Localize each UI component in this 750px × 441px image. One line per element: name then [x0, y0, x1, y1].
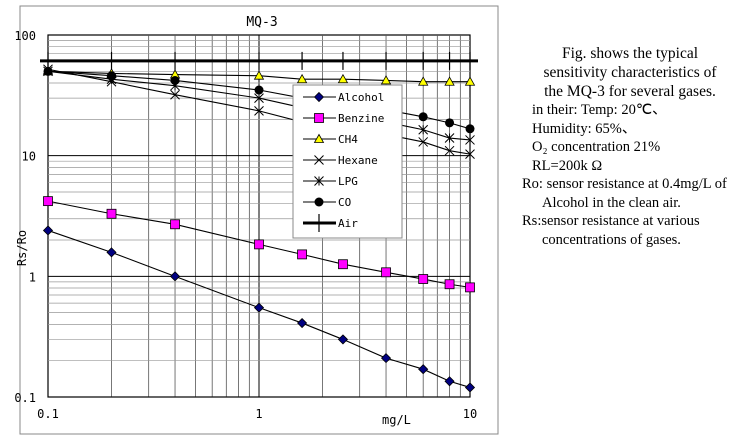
ch4-point	[380, 75, 392, 85]
hexane-point	[465, 149, 475, 159]
co-point	[43, 66, 53, 76]
y-tick-label: 10	[22, 150, 36, 164]
x-axis-label: mg/L	[382, 413, 411, 427]
ch4-point	[253, 70, 265, 80]
ch4-point	[296, 73, 308, 84]
hexane-point	[444, 145, 455, 156]
ro-definition: Ro: sensor resistance at 0.4mg/L of	[522, 176, 727, 192]
legend-ch4-marker	[313, 133, 325, 143]
condition-line: Humidity: 65%、	[532, 120, 637, 137]
legend-air-label: Air	[338, 217, 358, 230]
rs-definition: Rs:sensor resistance at various	[522, 213, 700, 229]
alcohol-point	[169, 271, 181, 282]
x-tick-label: 0.1	[37, 407, 59, 421]
benzine-point	[465, 282, 475, 293]
condition-line: in their: Temp: 20℃、	[532, 102, 667, 118]
co-point	[465, 124, 475, 134]
alcohol-point	[253, 302, 265, 313]
lpg-point	[418, 124, 429, 135]
ch4-point	[464, 76, 476, 86]
legend-alcohol-marker	[313, 91, 325, 103]
benzine-line	[47, 200, 471, 288]
legend-alcohol-label: Alcohol	[338, 91, 384, 104]
caption-line: sensitivity characteristics of	[543, 64, 717, 81]
ch4-line	[47, 70, 470, 83]
y-axis-label: Rs/Ro	[15, 230, 29, 266]
lpg-point	[465, 135, 475, 145]
benzine-point	[418, 274, 429, 284]
co-point	[418, 112, 428, 122]
legend-co-label: CO	[338, 196, 351, 209]
benzine-point	[106, 208, 117, 219]
co-point	[445, 118, 455, 128]
legend-ch4-label: CH4	[338, 133, 358, 146]
alcohol-point	[418, 364, 429, 375]
benzine-point	[170, 219, 180, 230]
benzine-point	[381, 267, 391, 278]
co-point	[107, 71, 117, 81]
benzine-point	[444, 279, 455, 290]
co-point	[254, 85, 264, 95]
chart-title: MQ-3	[246, 15, 277, 30]
legend-hexane-label: Hexane	[338, 154, 378, 167]
co-point	[170, 75, 180, 85]
alcohol-point	[106, 247, 117, 258]
caption-line: Fig. shows the typical	[561, 45, 699, 62]
alcohol-point	[444, 376, 455, 387]
benzine-point	[43, 196, 53, 207]
y-tick-label: 0.1	[14, 391, 36, 405]
legend-lpg-marker	[314, 176, 324, 186]
ch4-point	[418, 76, 429, 86]
lpg-point	[444, 133, 455, 143]
legend: Alcohol Benzine CH4 Hexane LPG CO Air	[292, 84, 403, 239]
legend-co-marker	[314, 197, 324, 207]
y-tick-label: 100	[14, 29, 36, 43]
description-text: Fig. shows the typical sensitivity chara…	[510, 44, 750, 249]
alcohol-point	[337, 334, 349, 345]
legend-lpg-label: LPG	[338, 175, 358, 188]
ch4-point	[444, 76, 455, 86]
hexane-point	[170, 89, 180, 100]
sensitivity-chart: MQ-3 mg/L Rs/Ro 0.1 1 10 100 10 1 0.1 Alcohol B…	[14, 5, 499, 435]
legend-box	[292, 84, 403, 239]
condition-line: O₂ concentration 21%	[532, 139, 661, 155]
tick-labels: 0.1 1 10 100 10 1 0.1	[14, 29, 477, 421]
ch4-point	[337, 73, 349, 84]
condition-line: RL=200k Ω	[532, 157, 603, 174]
benzine-point	[254, 239, 264, 250]
ro-definition-cont: Alcohol in the clean air.	[542, 194, 681, 211]
legend-hexane-marker	[314, 155, 324, 165]
x-tick-label: 1	[255, 407, 262, 421]
caption-line: the MQ-3 for several gases.	[544, 83, 716, 100]
hexane-point	[254, 106, 264, 116]
alcohol-point	[297, 317, 308, 329]
lpg-point	[254, 93, 264, 103]
legend-benzine-marker	[314, 113, 324, 123]
y-tick-label: 1	[29, 270, 36, 284]
benzine-point	[338, 259, 348, 270]
alcohol-point	[464, 382, 476, 393]
alcohol-line	[47, 229, 471, 388]
alcohol-point	[42, 225, 54, 236]
hexane-point	[418, 137, 429, 147]
alcohol-point	[380, 353, 392, 364]
legend-benzine-label: Benzine	[338, 112, 384, 125]
chart-frame	[19, 5, 499, 435]
benzine-point	[297, 249, 307, 260]
rs-definition-cont: concentrations of gases.	[542, 231, 681, 248]
x-tick-label: 10	[463, 407, 477, 421]
